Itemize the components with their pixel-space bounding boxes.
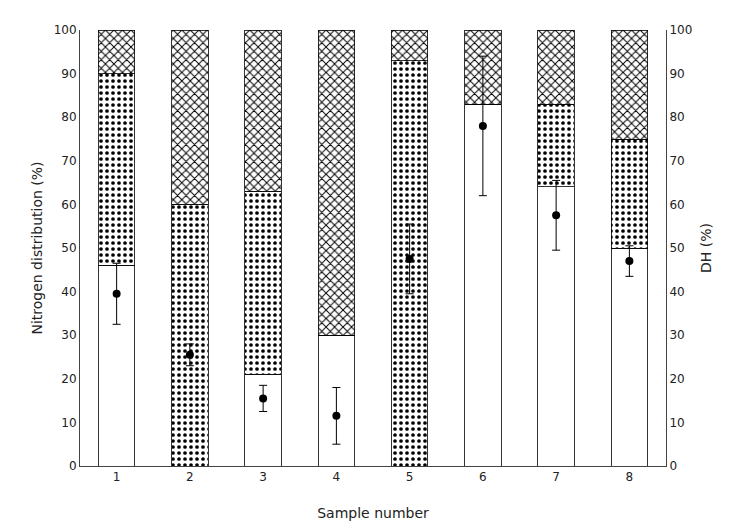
svg-text:20: 20 [669,372,684,386]
svg-text:30: 30 [61,328,76,342]
svg-text:90: 90 [61,67,76,81]
svg-text:0: 0 [69,459,77,473]
svg-text:50: 50 [61,241,76,255]
svg-text:40: 40 [669,285,684,299]
svg-text:Sample number: Sample number [317,505,429,521]
svg-text:80: 80 [669,110,684,124]
svg-text:20: 20 [61,372,76,386]
svg-text:60: 60 [61,198,76,212]
svg-text:2: 2 [186,470,194,484]
svg-text:90: 90 [669,67,684,81]
svg-text:5: 5 [406,470,414,484]
svg-text:Nitrogen distribution (%): Nitrogen distribution (%) [29,161,45,334]
svg-text:1: 1 [113,470,121,484]
svg-text:10: 10 [669,416,684,430]
svg-text:100: 100 [54,23,77,37]
svg-text:DH (%): DH (%) [698,223,714,273]
svg-text:8: 8 [626,470,634,484]
svg-text:10: 10 [61,416,76,430]
svg-text:50: 50 [669,241,684,255]
svg-text:100: 100 [669,23,692,37]
svg-text:30: 30 [669,328,684,342]
svg-text:70: 70 [669,154,684,168]
svg-text:3: 3 [259,470,267,484]
svg-text:6: 6 [479,470,487,484]
svg-text:7: 7 [552,470,560,484]
svg-text:70: 70 [61,154,76,168]
svg-text:40: 40 [61,285,76,299]
svg-text:80: 80 [61,110,76,124]
svg-text:0: 0 [669,459,677,473]
svg-text:4: 4 [333,470,341,484]
svg-text:60: 60 [669,198,684,212]
